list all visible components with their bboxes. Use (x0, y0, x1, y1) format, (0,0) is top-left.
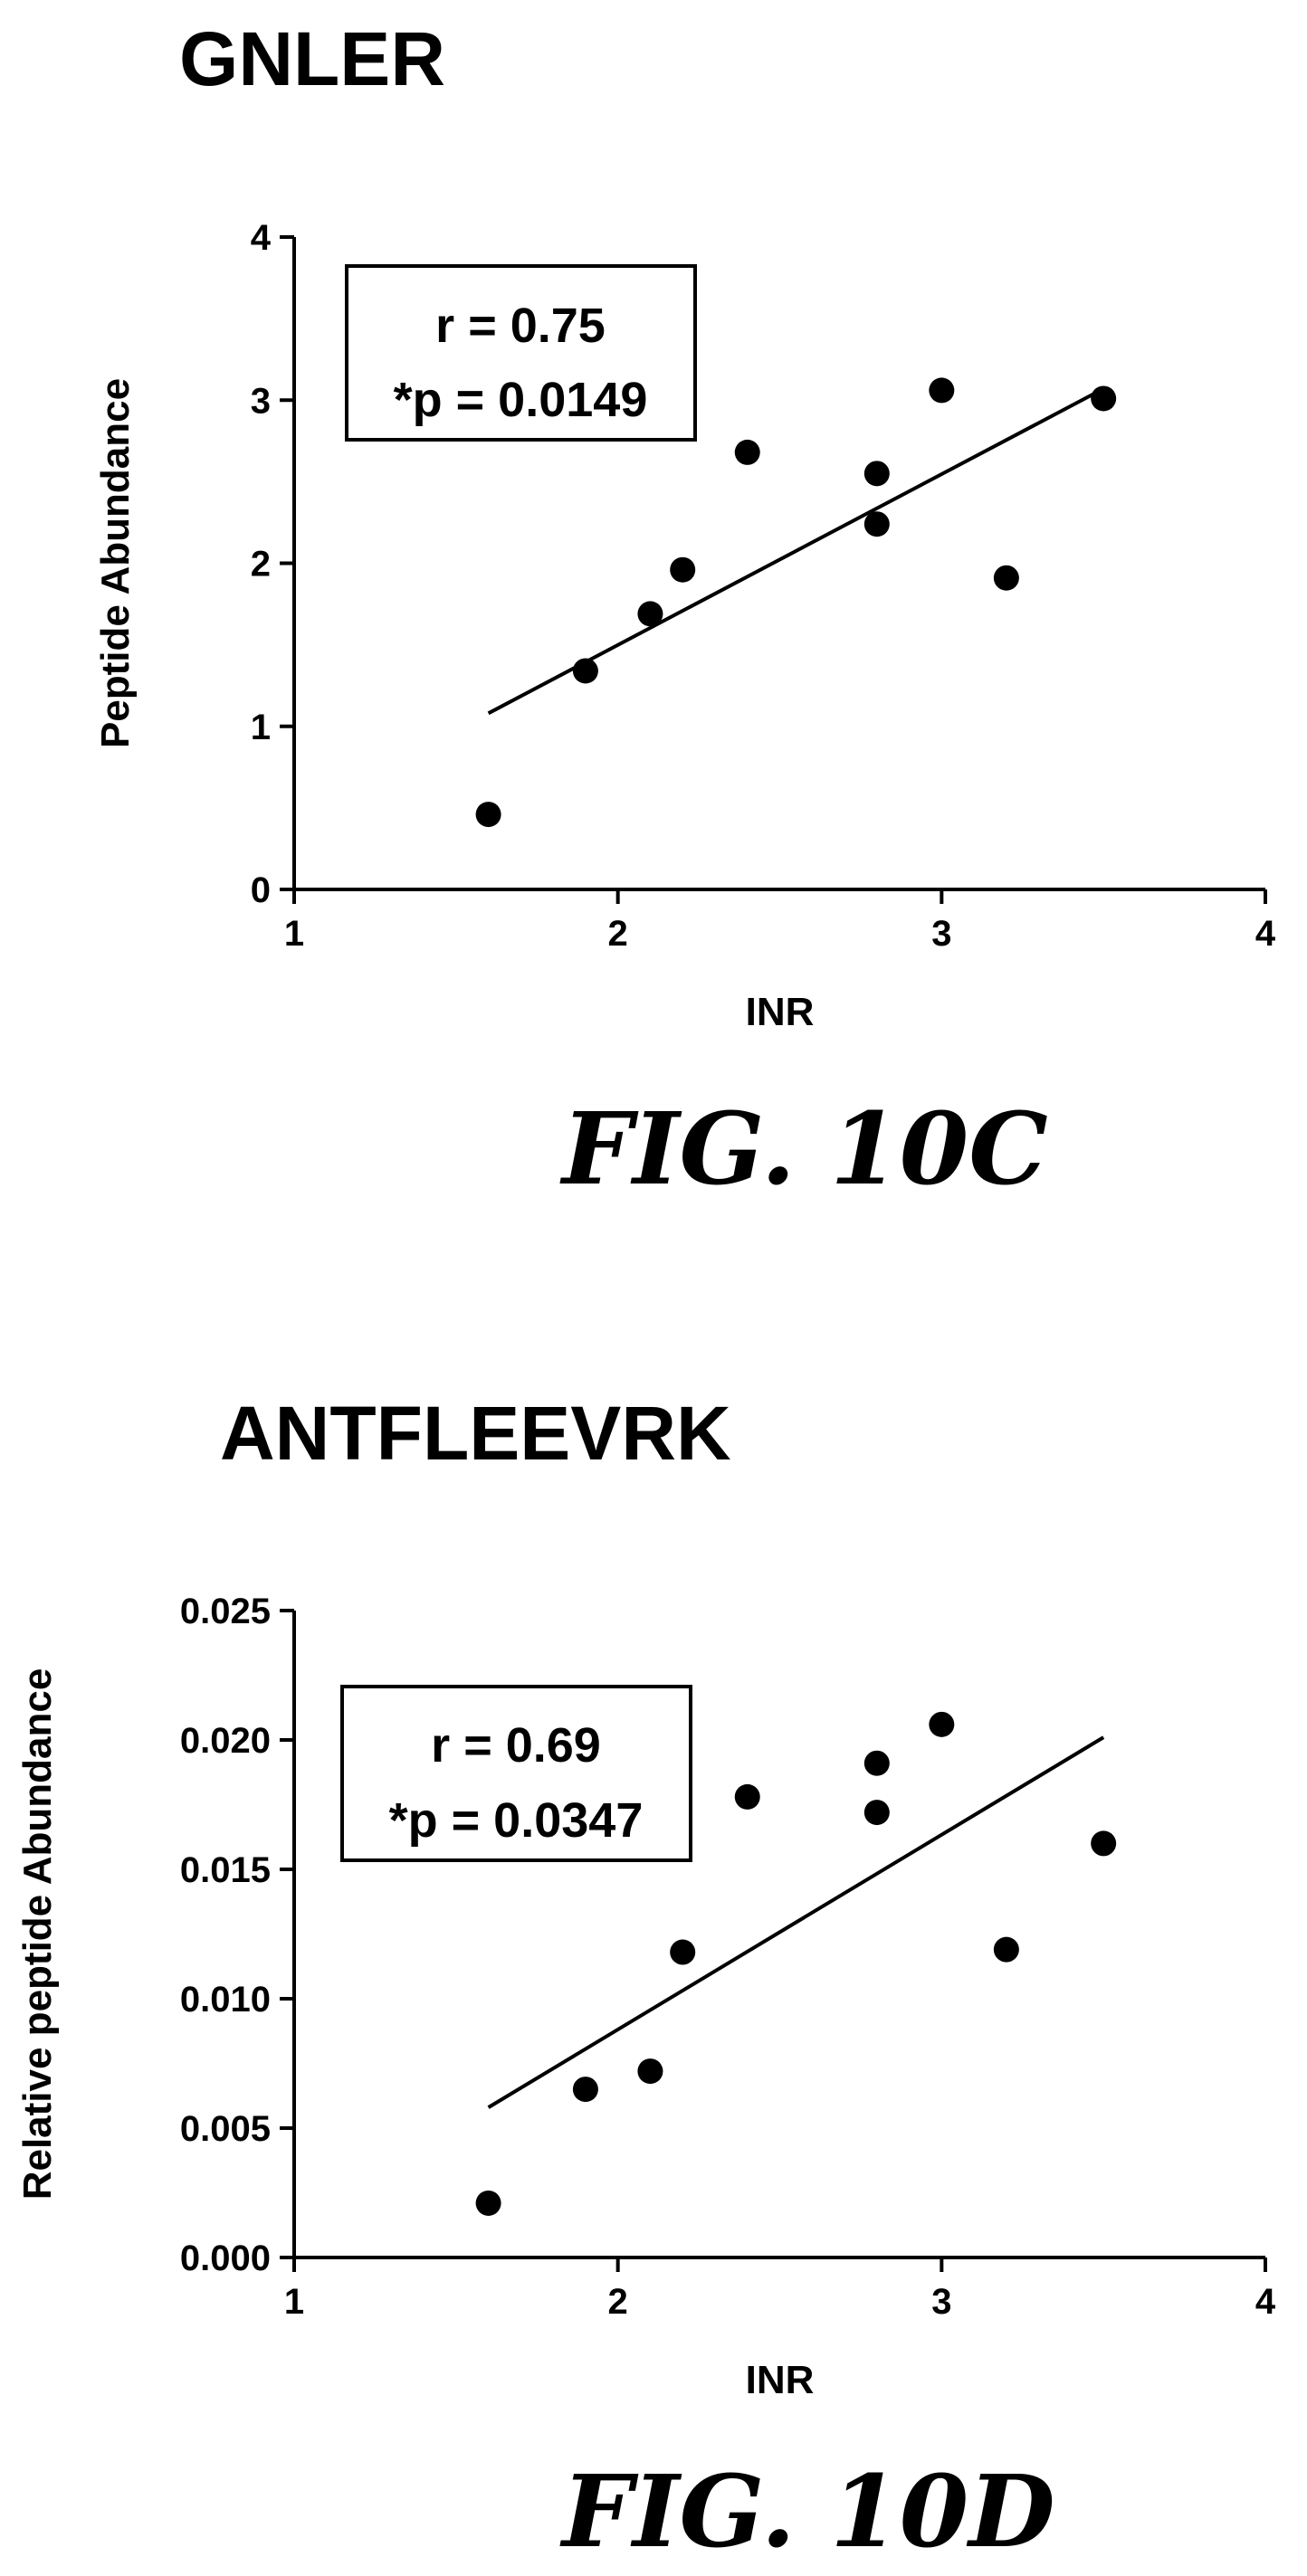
y-tick-label: 1 (251, 708, 271, 747)
y-axis-label: Relative peptide Abundance (15, 1668, 60, 2201)
y-axis-label: Peptide Abundance (93, 378, 138, 748)
data-point (929, 1711, 955, 1737)
p-value-label: *p = 0.0149 (394, 373, 648, 427)
chart-title: ANTFLEEVRK (220, 1391, 731, 1476)
data-point (993, 1936, 1019, 1963)
regression-line (487, 1735, 1105, 2109)
data-point (993, 565, 1019, 591)
y-tick-label: 0.010 (180, 1980, 271, 2020)
x-tick-label: 1 (284, 914, 304, 954)
data-point (734, 1783, 760, 1810)
data-point (572, 2077, 598, 2103)
x-tick-label: 4 (1255, 2282, 1276, 2322)
x-axis-label: INR (746, 990, 815, 1034)
data-point (637, 2058, 663, 2085)
x-tick-label: 2 (608, 2282, 628, 2322)
correlation-label: r = 0.75 (435, 299, 606, 353)
y-tick-label: 0.020 (180, 1721, 271, 1761)
chart-title: GNLER (179, 16, 445, 101)
data-point (475, 802, 501, 828)
x-tick-label: 3 (931, 2282, 951, 2322)
data-point (863, 1800, 890, 1826)
data-point (863, 511, 890, 537)
data-point (670, 556, 696, 583)
data-point (475, 2190, 501, 2216)
x-tick-label: 4 (1255, 914, 1276, 954)
y-tick-label: 4 (251, 218, 272, 258)
y-tick-label: 0.005 (180, 2109, 271, 2149)
y-tick-label: 0.000 (180, 2239, 271, 2278)
correlation-label: r = 0.69 (431, 1718, 601, 1773)
stats-box (345, 264, 697, 442)
data-point (863, 461, 890, 487)
data-point (1091, 385, 1117, 412)
figure-caption: FIG. 10C (559, 1090, 1048, 1207)
y-tick-label: 0.015 (180, 1850, 271, 1890)
x-tick-label: 2 (608, 914, 628, 954)
x-tick-label: 1 (284, 2282, 304, 2322)
regression-line (487, 386, 1105, 716)
stats-box (340, 1685, 692, 1862)
data-point (863, 1750, 890, 1776)
data-point (637, 601, 663, 627)
figure-caption: FIG. 10D (559, 2453, 1055, 2570)
data-point (670, 1939, 696, 1965)
y-tick-label: 0.025 (180, 1592, 271, 1631)
y-tick-label: 3 (251, 381, 271, 421)
y-tick-label: 0 (251, 870, 271, 910)
data-point (1091, 1830, 1117, 1857)
x-axis-label: INR (746, 2358, 815, 2402)
data-point (734, 439, 760, 465)
y-tick-label: 2 (251, 545, 271, 585)
data-point (929, 377, 955, 404)
chart-panel-d: ANTFLEEVRK 1 2 3 4 0.000 0.005 0.010 0.015 0.020… (15, 1391, 1276, 2570)
p-value-label: *p = 0.0347 (389, 1793, 644, 1848)
x-tick-label: 3 (931, 914, 951, 954)
data-point (572, 658, 598, 684)
